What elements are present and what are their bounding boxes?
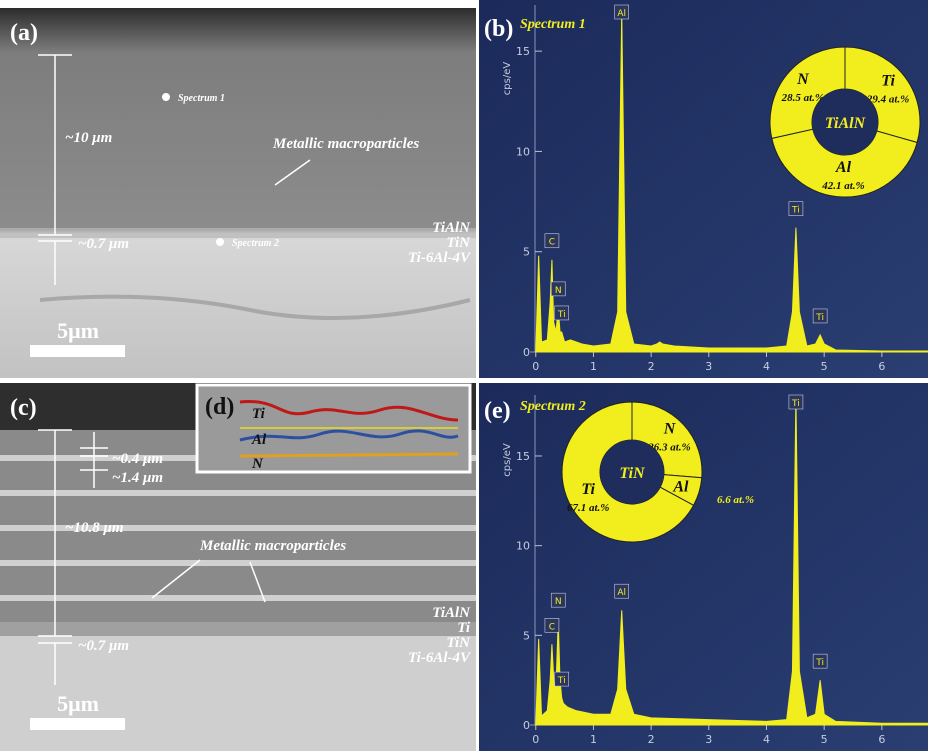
peak-label: Ti bbox=[557, 310, 566, 320]
y-tick-label: 5 bbox=[523, 246, 530, 259]
thickness: ~10.8 μm bbox=[65, 520, 124, 536]
thickness: ~0.7 μm bbox=[78, 236, 129, 252]
x-tick-label: 2 bbox=[648, 360, 655, 373]
y-tick-label: 10 bbox=[516, 540, 530, 553]
x-tick-label: 0 bbox=[532, 733, 539, 746]
x-tick-label: 4 bbox=[763, 360, 770, 373]
annotation: Metallic macroparticles bbox=[272, 136, 419, 152]
line-label: N bbox=[251, 456, 264, 472]
category-label: N bbox=[663, 420, 677, 437]
category-label: Al bbox=[672, 479, 689, 496]
center-label: TiN bbox=[619, 465, 646, 482]
category-label: Ti bbox=[581, 481, 595, 498]
x-tick-label: 1 bbox=[590, 733, 597, 746]
scale-bar: 5μm bbox=[57, 318, 99, 343]
peak-label: Ti bbox=[815, 313, 824, 323]
peak-label: C bbox=[549, 238, 555, 248]
thickness: ~1.4 μm bbox=[112, 470, 163, 486]
spectrum-label: Spectrum 2 bbox=[232, 238, 279, 249]
layer-label: TiAlN bbox=[432, 220, 471, 236]
value-label: 67.1 at.% bbox=[567, 502, 609, 514]
peak-label: Ti bbox=[791, 399, 800, 409]
panel-label: (c) bbox=[10, 395, 37, 421]
panel-d: (d) Ti Al N bbox=[197, 385, 470, 472]
x-tick-label: 6 bbox=[878, 733, 885, 746]
x-tick-label: 6 bbox=[878, 360, 885, 373]
center-label: TiAlN bbox=[825, 115, 867, 132]
y-tick-label: 15 bbox=[516, 450, 530, 463]
y-tick-label: 10 bbox=[516, 145, 530, 158]
layer-label: Ti bbox=[457, 620, 471, 636]
line-label: Ti bbox=[252, 406, 266, 422]
thickness: ~0.7 μm bbox=[78, 638, 129, 654]
spectrum-title: Spectrum 2 bbox=[520, 399, 586, 414]
x-tick-label: 5 bbox=[821, 360, 828, 373]
y-tick-label: 0 bbox=[523, 346, 530, 359]
x-tick-label: 1 bbox=[590, 360, 597, 373]
x-tick-label: 5 bbox=[821, 733, 828, 746]
y-axis-label: cps/eV bbox=[502, 443, 513, 477]
layer-label: Ti-6Al-4V bbox=[408, 250, 472, 266]
peak-label: Ti bbox=[557, 676, 566, 686]
layer-label: Ti-6Al-4V bbox=[408, 650, 472, 666]
y-tick-label: 15 bbox=[516, 45, 530, 58]
spectrum-title: Spectrum 1 bbox=[520, 17, 586, 32]
value-label: 28.5 at.% bbox=[781, 92, 824, 104]
category-label: Al bbox=[835, 159, 852, 176]
category-label: Ti bbox=[881, 72, 895, 89]
peak-label: N bbox=[555, 286, 562, 296]
layer-label: TiN bbox=[446, 635, 471, 651]
panel-label: (b) bbox=[484, 16, 513, 42]
peak-label: Al bbox=[617, 588, 626, 598]
y-tick-label: 0 bbox=[523, 719, 530, 732]
layer-label: TiAlN bbox=[432, 605, 471, 621]
value-label: 6.6 at.% bbox=[717, 494, 754, 506]
annotation: Metallic macroparticles bbox=[199, 538, 346, 554]
thickness: ~0.4 μm bbox=[112, 451, 163, 467]
x-tick-label: 3 bbox=[705, 360, 712, 373]
figure: (a) Spectrum 1 Spectrum 2 ~10 μm ~0.7 μm… bbox=[0, 0, 928, 751]
y-tick-label: 5 bbox=[523, 629, 530, 642]
peak-label: C bbox=[549, 622, 555, 632]
spectrum-background bbox=[479, 383, 928, 751]
x-tick-label: 3 bbox=[705, 733, 712, 746]
peak-label: Ti bbox=[815, 658, 824, 668]
panel-label: (d) bbox=[205, 394, 234, 420]
x-tick-label: 0 bbox=[532, 360, 539, 373]
scale-bar: 5μm bbox=[57, 691, 99, 716]
value-label: 42.1 at.% bbox=[821, 180, 864, 192]
layer-label: TiN bbox=[446, 235, 471, 251]
line-label: Al bbox=[251, 432, 267, 448]
panel-a: (a) Spectrum 1 Spectrum 2 ~10 μm ~0.7 μm… bbox=[0, 8, 476, 378]
category-label: N bbox=[796, 71, 810, 88]
panel-label: (e) bbox=[484, 398, 511, 424]
x-tick-label: 2 bbox=[648, 733, 655, 746]
peak-label: Al bbox=[617, 9, 626, 19]
x-tick-label: 4 bbox=[763, 733, 770, 746]
peak-label: N bbox=[555, 597, 562, 607]
panel-label: (a) bbox=[10, 20, 38, 46]
y-axis-label: cps/eV bbox=[502, 62, 513, 96]
thickness: ~10 μm bbox=[65, 130, 112, 146]
peak-label: Ti bbox=[791, 206, 800, 216]
spectrum-label: Spectrum 1 bbox=[178, 93, 225, 104]
